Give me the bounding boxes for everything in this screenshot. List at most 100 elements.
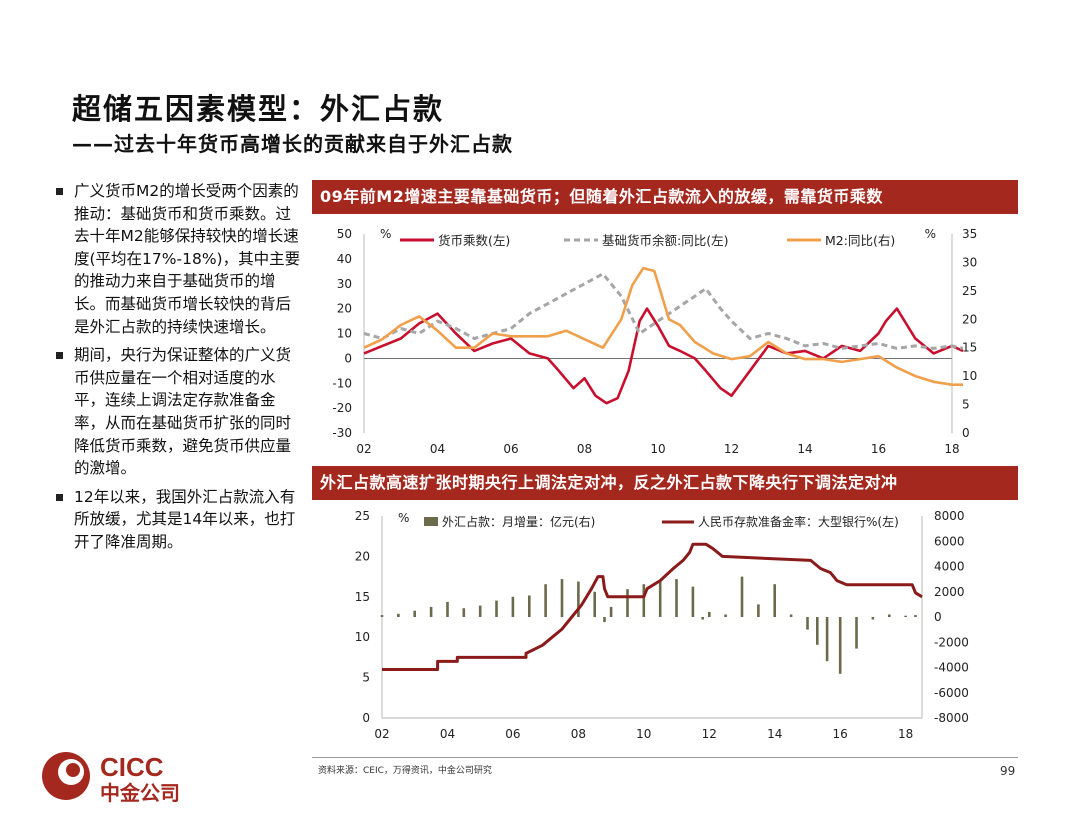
x-tick-label: 02 xyxy=(356,442,371,456)
x-tick-label: 04 xyxy=(440,727,455,741)
fx-bar xyxy=(511,596,515,617)
y-left-tick-label: 30 xyxy=(337,277,352,291)
fx-bar xyxy=(609,606,613,617)
y-right-tick-label: -4000 xyxy=(934,661,969,675)
x-tick-label: 08 xyxy=(577,442,592,456)
x-tick-label: 12 xyxy=(724,442,739,456)
page-title: 超储五因素模型：外汇占款 xyxy=(72,92,445,126)
y-right-tick-label: 5 xyxy=(962,398,970,412)
x-tick-label: 04 xyxy=(430,442,445,456)
y-left-tick-label: 40 xyxy=(337,252,352,266)
fx-bar xyxy=(462,608,466,617)
fx-bar xyxy=(626,589,629,617)
logo-text-en: CICC xyxy=(100,752,164,782)
fx-bar xyxy=(855,617,858,649)
y-right-tick-label: 35 xyxy=(962,227,977,241)
fx-bar xyxy=(871,617,875,620)
y-right-tick-label: 8000 xyxy=(934,509,965,523)
y-left-tick-label: -20 xyxy=(332,401,352,415)
fx-bar xyxy=(816,617,819,645)
y-left-tick-label: 20 xyxy=(337,302,352,316)
legend-label-1: 外汇占款：月增量：亿元(右) xyxy=(442,514,595,529)
y-right-tick-label: 15 xyxy=(962,341,977,355)
square-bullet-icon xyxy=(56,188,63,195)
chart2-title-banner: 外汇占款高速扩张时期央行上调法定对冲，反之外汇占款下降央行下调法定对冲 xyxy=(312,466,1018,500)
fx-bar xyxy=(413,610,416,617)
x-tick-label: 08 xyxy=(571,727,586,741)
y-left-tick-label: 25 xyxy=(355,509,370,523)
fx-bar xyxy=(642,584,646,617)
legend-label-2: 基础货币余额:同比(左) xyxy=(602,233,728,248)
legend-swatch-1 xyxy=(424,517,438,526)
bullet-item: 广义货币M2的增长受两个因素的推动：基础货币和货币乘数。过去十年M2能够保持较快… xyxy=(52,180,302,338)
page-number: 99 xyxy=(1000,764,1016,778)
y-right-tick-label: 0 xyxy=(934,610,942,624)
fx-bar xyxy=(528,595,531,617)
y-right-tick-label: 30 xyxy=(962,255,977,269)
y-left-tick-label: -10 xyxy=(332,376,352,390)
fx-bar xyxy=(904,615,907,617)
fx-bar xyxy=(544,584,547,617)
cicc-logo: CICC 中金公司 xyxy=(38,746,198,810)
x-tick-label: 02 xyxy=(374,727,389,741)
x-tick-label: 06 xyxy=(505,727,520,741)
y-right-tick-label: 2000 xyxy=(934,585,965,599)
y-left-tick-label: 20 xyxy=(355,549,370,563)
x-tick-label: 16 xyxy=(833,727,848,741)
y-left-tick-label: 0 xyxy=(362,711,370,725)
x-tick-label: 14 xyxy=(797,442,812,456)
y-right-tick-label: -6000 xyxy=(934,686,969,700)
fx-bar xyxy=(825,617,829,662)
fx-bar xyxy=(478,605,482,617)
fx-bar xyxy=(495,600,498,617)
y-right-tick-label: 20 xyxy=(962,312,977,326)
x-tick-label: 12 xyxy=(702,727,717,741)
fx-bar xyxy=(603,617,606,623)
fx-bar xyxy=(701,617,704,620)
y-left-tick-label: 5 xyxy=(362,671,370,685)
bullet-list: 广义货币M2的增长受两个因素的推动：基础货币和货币乘数。过去十年M2能够保持较快… xyxy=(52,180,302,560)
x-tick-label: 14 xyxy=(767,727,782,741)
x-tick-label: 18 xyxy=(898,727,913,741)
fx-bar xyxy=(658,581,662,617)
y-right-tick-label: 4000 xyxy=(934,560,965,574)
y-right-tick-label: 6000 xyxy=(934,534,965,548)
y-right-tick-label: -8000 xyxy=(934,711,969,725)
y-left-tick-label: -30 xyxy=(332,426,352,440)
fx-bar xyxy=(789,614,793,617)
x-tick-label: 18 xyxy=(944,442,959,456)
fx-bar xyxy=(593,591,596,618)
fx-bar xyxy=(691,586,695,617)
y-left-unit: % xyxy=(398,511,409,525)
series-line-2 xyxy=(363,272,964,350)
bullet-text: 广义货币M2的增长受两个因素的推动：基础货币和货币乘数。过去十年M2能够保持较快… xyxy=(74,182,301,336)
x-tick-label: 06 xyxy=(503,442,518,456)
fx-bar xyxy=(560,579,564,617)
x-tick-label: 10 xyxy=(636,727,651,741)
fx-bar xyxy=(773,584,776,617)
rrr-line xyxy=(382,542,923,671)
y-right-tick-label: 0 xyxy=(962,426,970,440)
footer-divider xyxy=(312,757,1018,758)
y-right-unit: % xyxy=(925,227,936,241)
square-bullet-icon xyxy=(56,352,63,360)
legend-label-2: 人民币存款准备金率：大型银行%(左) xyxy=(698,514,899,529)
cicc-logo-icon: CICC 中金公司 xyxy=(42,752,180,805)
series-line-3 xyxy=(363,266,963,386)
bullet-item: 期间，央行为保证整体的广义货币供应量在一个相对适度的水平，连续上调法定存款准备金… xyxy=(52,344,302,480)
fx-bar xyxy=(577,581,580,617)
fx-bar xyxy=(446,601,449,617)
y-left-tick-label: 15 xyxy=(355,590,370,604)
page-subtitle: ——过去十年货币高增长的贡献来自于外汇占款 xyxy=(72,132,513,156)
fx-bar xyxy=(838,617,842,674)
logo-text-cn: 中金公司 xyxy=(100,781,180,805)
y-left-unit: % xyxy=(380,227,391,241)
fx-bar xyxy=(397,613,400,617)
legend-label-3: M2:同比(右) xyxy=(825,233,895,248)
chart1-title-banner: 09年前M2增速主要靠基础货币；但随着外汇占款流入的放缓，需靠货币乘数 xyxy=(312,180,1018,214)
fx-bar xyxy=(708,611,711,617)
legend-label-1: 货币乘数(左) xyxy=(438,233,510,248)
fx-bar xyxy=(380,615,384,617)
square-bullet-icon xyxy=(56,493,63,501)
